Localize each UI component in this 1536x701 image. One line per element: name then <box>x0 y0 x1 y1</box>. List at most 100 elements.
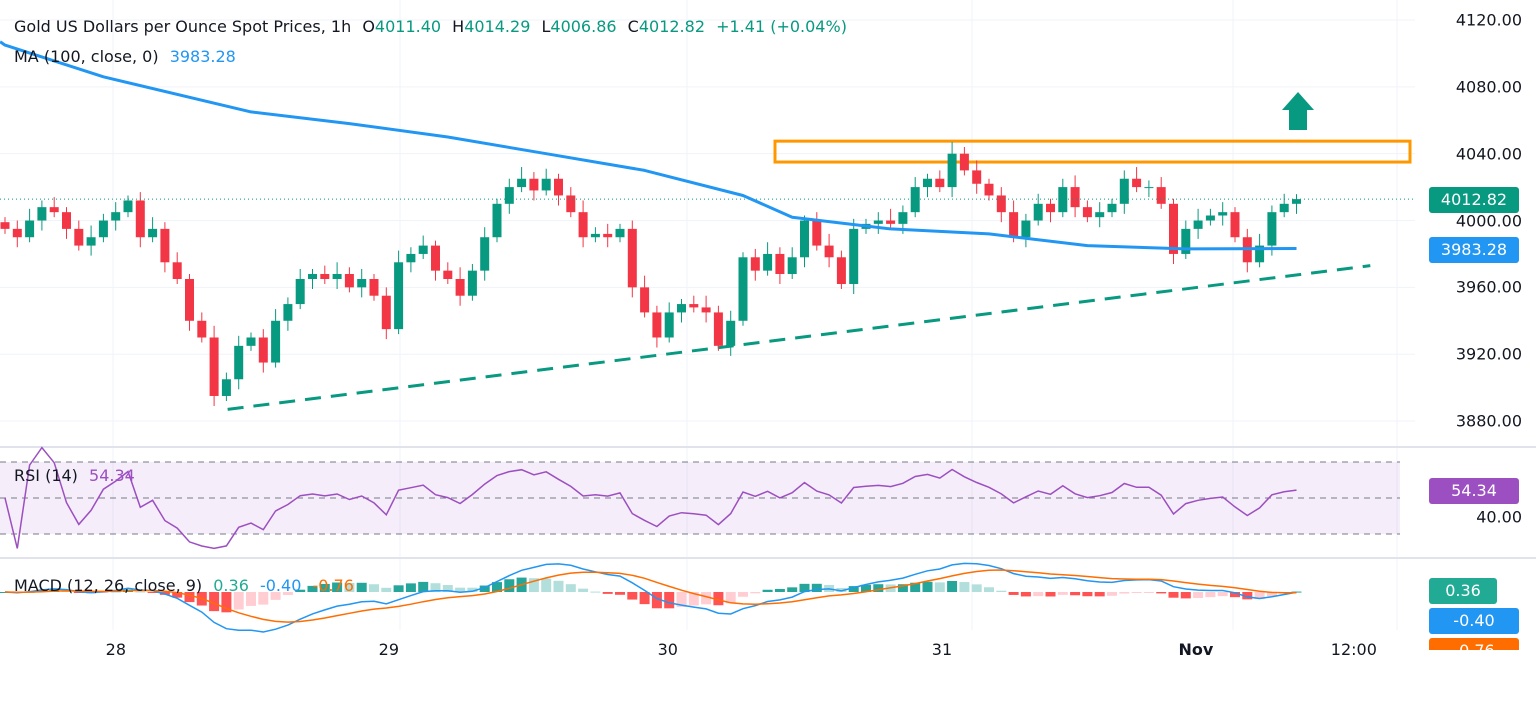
macd-histogram-bar <box>688 592 699 606</box>
candle-body <box>431 245 440 271</box>
candle-body <box>246 337 256 346</box>
candle-body <box>283 304 293 321</box>
macd-histogram-bar <box>1266 592 1277 597</box>
candle-body <box>824 245 834 258</box>
candle-body <box>677 304 686 313</box>
signal-line <box>4 569 1297 623</box>
macd-histogram-bar <box>405 583 416 592</box>
rsi-legend[interactable]: RSI (14) 54.34 <box>14 466 141 485</box>
candle-body <box>111 212 121 221</box>
macd-histogram-bar <box>344 582 355 592</box>
candle-body <box>1070 187 1080 208</box>
macd-histogram-bar <box>602 592 613 594</box>
macd-histogram-bar <box>861 584 871 592</box>
macd-histogram-bar <box>971 584 982 592</box>
candle-body <box>308 273 317 280</box>
candle-body <box>738 257 748 321</box>
candle-body <box>455 279 465 296</box>
candle-body <box>652 312 662 338</box>
candle-body <box>123 200 133 213</box>
candle-body <box>295 279 305 305</box>
candle-body <box>344 273 354 288</box>
candle-body <box>1033 203 1043 221</box>
macd-histogram-bar <box>1205 592 1216 598</box>
macd-signal-value: -0.76 <box>312 576 354 595</box>
signal-tag-clip: -0.76 <box>1429 636 1519 650</box>
candle-body <box>394 262 404 330</box>
candle-body <box>726 320 736 346</box>
candle-body <box>221 379 231 396</box>
candle-body <box>640 287 650 313</box>
macd-histogram-bar <box>615 592 625 595</box>
high-label: H <box>452 17 465 36</box>
candle-body <box>271 320 281 363</box>
candle-body <box>603 233 613 238</box>
close-label: C <box>627 17 639 36</box>
macd-histogram-bar <box>307 585 318 592</box>
macd-histogram-bar <box>1156 592 1167 594</box>
macd-histogram-bar <box>1082 592 1093 597</box>
macd-histogram-bar <box>393 585 404 592</box>
time-tick-label: 12:00 <box>1330 640 1377 659</box>
ma-legend[interactable]: MA (100, close, 0) 3983.28 <box>14 47 242 66</box>
macd-histogram-bar <box>270 592 281 600</box>
macd-histogram-bar <box>418 581 429 592</box>
candle-body <box>1058 187 1068 213</box>
macd-label: MACD (12, 26, close, 9) <box>14 576 203 595</box>
macd-tag: -0.40 <box>1429 608 1519 634</box>
macd-histogram-bar <box>738 592 748 597</box>
candle-body <box>1082 207 1092 218</box>
macd-histogram-bar <box>282 592 293 595</box>
macd-legend[interactable]: MACD (12, 26, close, 9) 0.36 -0.40 -0.76 <box>14 576 360 595</box>
macd-histogram-bar <box>442 585 453 592</box>
macd-histogram-bar <box>209 592 220 612</box>
macd-histogram-bar <box>1045 592 1056 597</box>
macd-histogram-bar <box>1131 592 1142 593</box>
macd-histogram-bar <box>676 592 687 607</box>
macd-histogram-bar <box>246 592 256 606</box>
candle-body <box>332 273 342 280</box>
candle-body <box>713 312 723 346</box>
candle-body <box>357 279 367 288</box>
candle-body <box>1132 178 1142 188</box>
candle-body <box>0 222 10 229</box>
macd-histogram-bar <box>369 584 379 592</box>
macd-histogram-bar <box>319 583 330 592</box>
candle-body <box>996 195 1006 213</box>
macd-histogram-bar <box>1217 592 1228 597</box>
rsi-line <box>4 446 1297 550</box>
macd-histogram-bar <box>1168 592 1179 598</box>
candle-body <box>1095 212 1105 218</box>
ma-value: 3983.28 <box>169 47 236 66</box>
candle-body <box>12 228 22 238</box>
macd-histogram-bar <box>934 582 945 592</box>
macd-histogram-bar <box>1180 592 1191 599</box>
macd-histogram-bar <box>528 578 539 592</box>
rsi-axis-label: 40.00 <box>1476 507 1522 527</box>
candle-body <box>1255 245 1265 263</box>
candle-body <box>135 200 145 238</box>
ma-line <box>0 40 1297 251</box>
macd-histogram-bar <box>627 592 638 600</box>
candle-body <box>517 178 527 188</box>
candle-body <box>1107 203 1117 213</box>
candle-body <box>86 237 96 246</box>
macd-histogram-bar <box>578 588 589 592</box>
candle-body <box>590 233 600 238</box>
open-value: 4011.40 <box>374 17 442 36</box>
rsi-value: 54.34 <box>89 466 135 485</box>
candle-body <box>1181 228 1191 254</box>
macd-histogram-bar <box>1291 591 1302 593</box>
macd-histogram-bar <box>455 587 466 592</box>
candle-body <box>49 207 59 213</box>
candle-body <box>763 253 773 271</box>
candle-body <box>836 257 846 285</box>
price-tick-label: 4040.00 <box>1455 144 1522 164</box>
macd-histogram-bar <box>553 580 564 592</box>
macd-histogram-bar <box>1254 592 1265 600</box>
macd-histogram-bar <box>504 579 515 592</box>
candle-body <box>25 220 35 238</box>
rsi-tag: 54.34 <box>1429 478 1519 504</box>
